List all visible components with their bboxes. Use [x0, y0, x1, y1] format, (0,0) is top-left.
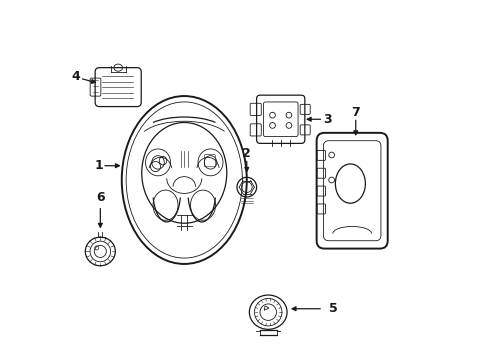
Text: 7: 7: [351, 105, 360, 119]
Text: 6: 6: [96, 191, 105, 204]
Text: 4: 4: [71, 70, 80, 83]
Text: 5: 5: [329, 302, 338, 315]
Text: 2: 2: [243, 147, 251, 160]
Text: 1: 1: [94, 159, 103, 172]
Text: 3: 3: [323, 113, 332, 126]
